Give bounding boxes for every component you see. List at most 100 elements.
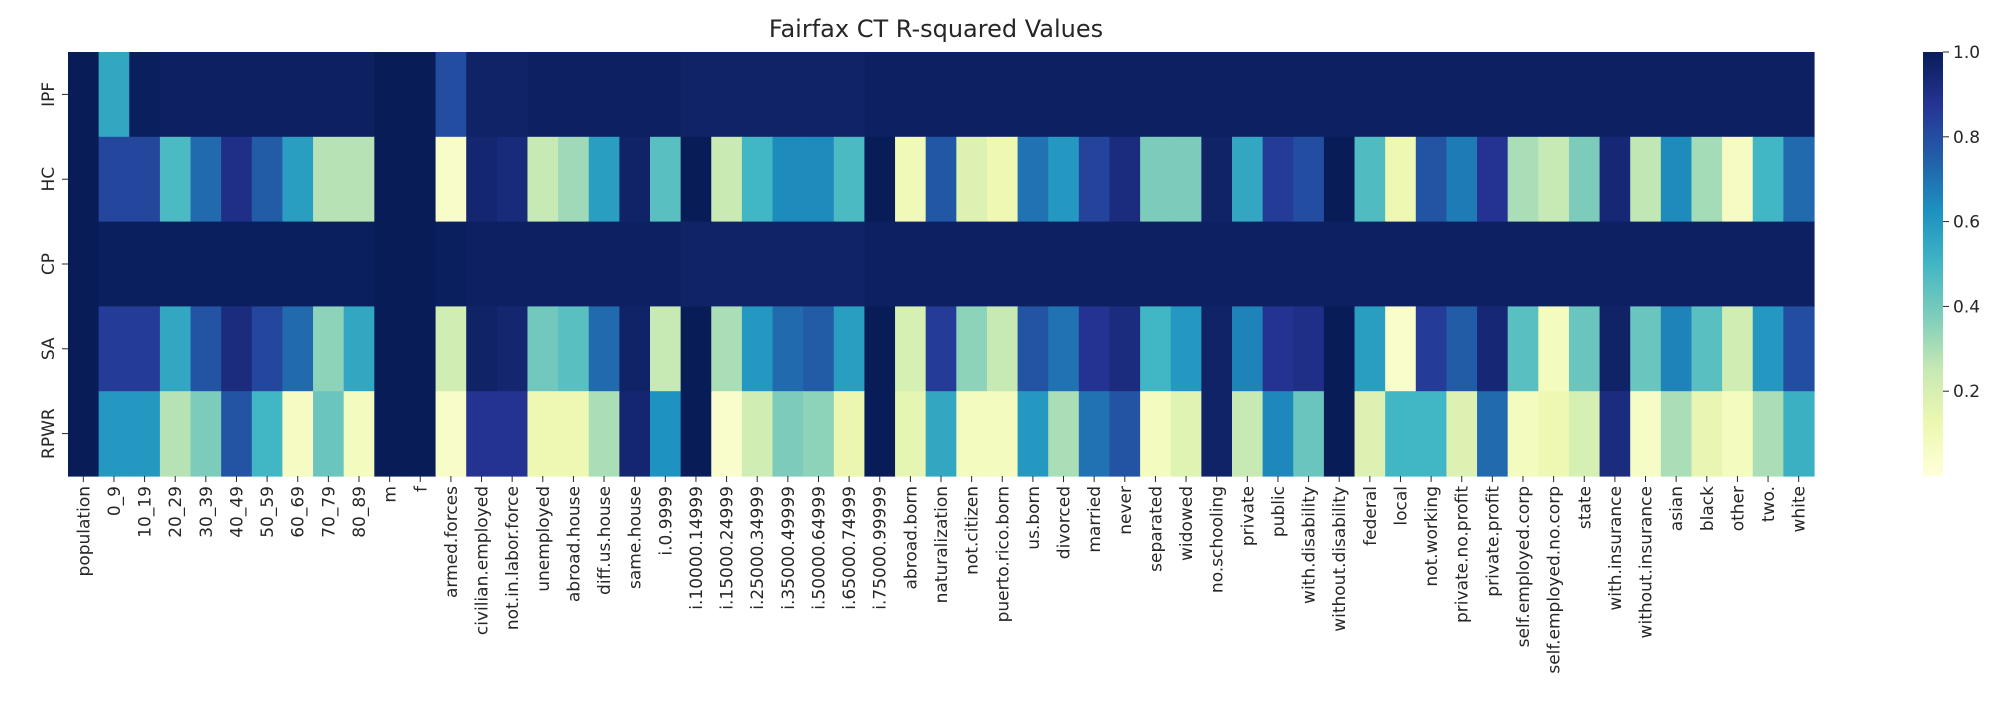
y-axis-tick-label: IPF	[39, 82, 59, 107]
heatmap-cell	[833, 136, 866, 223]
heatmap-cell	[680, 391, 712, 477]
colorbar-tick-label: 0.6	[1953, 213, 1980, 233]
heatmap-cell	[1783, 52, 1815, 138]
x-axis-tick-label: unemployed	[534, 486, 554, 592]
heatmap-cell	[435, 136, 467, 223]
heatmap-cell	[1752, 136, 1784, 223]
heatmap-cell	[1783, 391, 1815, 477]
heatmap-cell	[1691, 391, 1723, 477]
heatmap-cell	[741, 136, 774, 223]
heatmap-cell	[190, 136, 222, 223]
x-axis-tick-label: no.schooling	[1208, 486, 1228, 593]
heatmap-cell	[956, 136, 988, 223]
heatmap-cell	[1232, 391, 1264, 477]
heatmap-cell	[925, 136, 957, 223]
heatmap-cell	[190, 221, 222, 307]
heatmap-cell	[650, 306, 682, 392]
heatmap-cell	[1630, 306, 1662, 392]
heatmap-cell	[558, 136, 590, 223]
heatmap-cell	[435, 52, 467, 138]
y-axis-tick-label: HC	[39, 167, 59, 192]
x-axis-tick-label: never	[1116, 486, 1136, 535]
heatmap-cell	[1232, 221, 1264, 307]
heatmap-cell	[159, 136, 192, 223]
heatmap-cell	[833, 52, 866, 138]
x-axis-tick-label: with.insurance	[1606, 486, 1626, 611]
heatmap-cell	[1078, 221, 1111, 307]
heatmap-cell	[1048, 136, 1080, 223]
heatmap-cell	[588, 136, 620, 223]
heatmap-cell	[741, 306, 774, 392]
x-axis-tick-label: i.65000.74999	[840, 486, 860, 610]
heatmap-cell	[1201, 391, 1233, 477]
heatmap-cell	[1078, 52, 1111, 138]
heatmap-cell	[1630, 391, 1662, 477]
heatmap-cell	[1293, 52, 1325, 138]
heatmap-cell	[1385, 306, 1417, 392]
x-axis-tick-labels: population 0_9 10_19 20_29 30_39 40_49 50_59 60…	[74, 476, 1810, 674]
heatmap-cell	[895, 221, 927, 307]
heatmap-cell	[803, 52, 835, 138]
x-axis-tick-label: puerto.rico.born	[993, 486, 1013, 622]
colorbar-tick-label: 0.8	[1953, 128, 1980, 148]
x-axis-tick-label: divorced	[1055, 486, 1075, 559]
colorbar-tick-label: 0.2	[1953, 382, 1980, 402]
heatmap-cell	[680, 136, 712, 223]
heatmap-cell	[895, 391, 927, 477]
x-axis-tick-label: widowed	[1177, 486, 1197, 561]
x-axis-tick-label: not.in.labor.force	[503, 486, 523, 630]
heatmap-cell	[650, 221, 682, 307]
x-axis-tick-label: 20_29	[166, 486, 186, 538]
heatmap-cell	[435, 306, 467, 392]
heatmap-cell	[558, 52, 590, 138]
heatmap-cell	[741, 221, 774, 307]
heatmap-cell	[1783, 221, 1815, 307]
heatmap-cell	[986, 306, 1019, 392]
heatmap-cell	[313, 391, 345, 477]
heatmap-cell	[282, 52, 314, 138]
x-axis-tick-label: i.25000.34999	[748, 486, 768, 610]
heatmap-cell	[1722, 306, 1754, 392]
heatmap-cell	[404, 52, 437, 138]
heatmap-cell	[374, 391, 406, 477]
heatmap-cell	[925, 391, 957, 477]
heatmap-cell	[895, 306, 927, 392]
x-axis-tick-label: other	[1728, 486, 1748, 531]
heatmap-cell	[496, 306, 529, 392]
y-axis-tick-labels: IPF HC CP SA RPWR	[39, 82, 68, 459]
heatmap-cell	[1538, 306, 1570, 392]
heatmap-cell	[1599, 391, 1631, 477]
x-axis-tick-label: us.born	[1024, 486, 1044, 550]
heatmap-cell	[650, 136, 682, 223]
x-axis-tick-label: i.10000.14999	[687, 486, 707, 610]
heatmap-cell	[1415, 52, 1448, 138]
heatmap-cell	[1415, 306, 1448, 392]
heatmap-cell	[1232, 136, 1264, 223]
heatmap-cell	[588, 221, 620, 307]
heatmap-cell	[1170, 391, 1202, 477]
heatmap-cell	[496, 136, 529, 223]
heatmap-cell	[282, 136, 314, 223]
y-axis-tick-label: CP	[39, 253, 59, 275]
x-axis-tick-label: self.employed.no.corp	[1545, 486, 1565, 674]
heatmap-cell	[1568, 221, 1601, 307]
x-axis-tick-label: i.35000.49999	[779, 486, 799, 610]
heatmap-cell	[1323, 391, 1356, 477]
heatmap-cell	[1538, 391, 1570, 477]
heatmap-cell	[895, 136, 927, 223]
heatmap-cell	[1140, 221, 1172, 307]
x-axis-tick-label: without.disability	[1330, 486, 1350, 632]
x-axis-tick-label: i.0.9999	[656, 486, 676, 556]
heatmap-cell	[864, 221, 896, 307]
x-axis-tick-label: married	[1085, 486, 1105, 553]
heatmap-cell	[956, 391, 988, 477]
heatmap-cell	[833, 391, 866, 477]
heatmap-cell	[1660, 306, 1693, 392]
heatmap-cell	[1599, 221, 1631, 307]
heatmap-cell	[956, 221, 988, 307]
x-axis-tick-label: naturalization	[932, 486, 952, 603]
heatmap-cell	[527, 221, 559, 307]
heatmap-cell	[1722, 136, 1754, 223]
heatmap-cell	[221, 221, 253, 307]
